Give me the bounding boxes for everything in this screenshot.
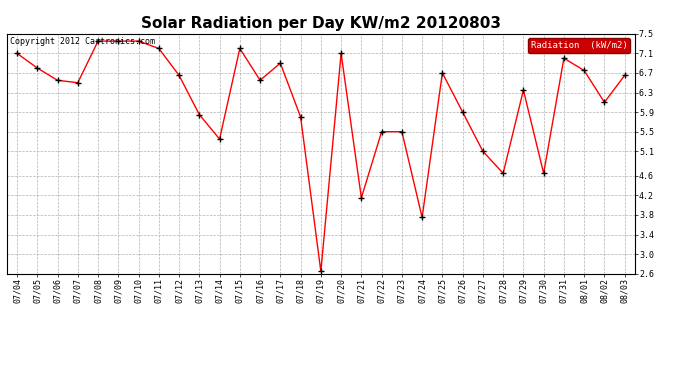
Text: Copyright 2012 Cartronics.com: Copyright 2012 Cartronics.com bbox=[10, 38, 155, 46]
Title: Solar Radiation per Day KW/m2 20120803: Solar Radiation per Day KW/m2 20120803 bbox=[141, 16, 501, 31]
Legend: Radiation  (kW/m2): Radiation (kW/m2) bbox=[528, 38, 630, 53]
